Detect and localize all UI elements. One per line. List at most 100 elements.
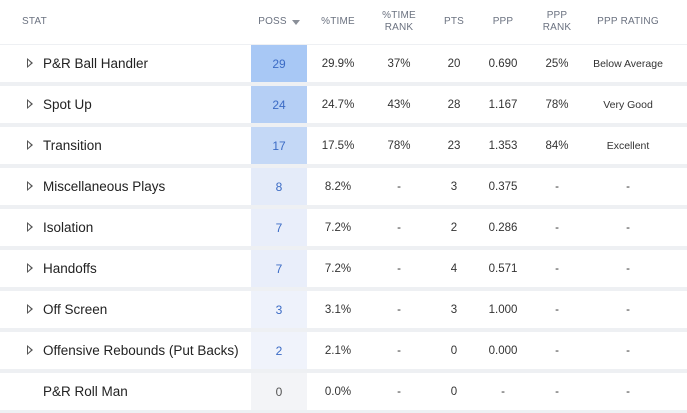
header-pts[interactable]: PTS	[443, 15, 465, 27]
cell-pct-time: 7.2%	[324, 262, 352, 275]
cell-pct-time: 29.9%	[321, 57, 355, 70]
table-row: P&R Roll Man 0 0.0% - 0 - - -	[0, 373, 687, 410]
cell-pct-time: 24.7%	[321, 98, 355, 111]
cell-poss: 0	[251, 373, 307, 410]
cell-ppp-rank: -	[555, 303, 559, 316]
cell-pct-time: 8.2%	[324, 180, 352, 193]
header-pct-time[interactable]: %TIME	[321, 15, 355, 27]
cell-stat: Spot Up	[43, 97, 92, 112]
cell-pts[interactable]: 23	[447, 139, 461, 152]
cell-stat: Miscellaneous Plays	[43, 179, 166, 194]
table-row[interactable]: Isolation 7 7.2% - 2 0.286 - -	[0, 209, 687, 246]
cell-ppp-rank: -	[555, 262, 559, 275]
cell-ppp-rank: -	[555, 385, 559, 398]
cell-stat: Offensive Rebounds (Put Backs)	[43, 343, 239, 358]
cell-ppp: 0.286	[488, 221, 518, 234]
header-ppp-rank[interactable]: PPP RANK	[542, 9, 572, 34]
cell-pct-time-rank[interactable]: 43%	[387, 98, 411, 111]
cell-stat: Handoffs	[43, 261, 97, 276]
cell-ppp-rating: -	[626, 385, 630, 398]
cell-ppp: 1.000	[488, 303, 518, 316]
expand-caret-icon[interactable]	[27, 99, 33, 109]
cell-ppp: 1.353	[488, 139, 518, 152]
cell-ppp: 0.690	[488, 57, 518, 70]
cell-ppp-rank: -	[555, 344, 559, 357]
cell-stat: Isolation	[43, 220, 94, 235]
cell-ppp-rank[interactable]: 25%	[545, 57, 569, 70]
cell-poss: 24	[251, 86, 307, 123]
cell-pct-time: 0.0%	[324, 385, 352, 398]
cell-pts[interactable]: 28	[447, 98, 461, 111]
header-ppp-rating[interactable]: PPP RATING	[597, 15, 659, 27]
cell-ppp-rank[interactable]: 78%	[545, 98, 569, 111]
header-pct-time-rank[interactable]: %TIME RANK	[382, 9, 416, 34]
cell-poss: 17	[251, 127, 307, 164]
cell-pct-time: 3.1%	[324, 303, 352, 316]
cell-poss: 29	[251, 45, 307, 82]
cell-ppp: -	[501, 385, 505, 398]
cell-pct-time-rank: -	[397, 344, 401, 357]
table-row[interactable]: P&R Ball Handler 29 29.9% 37% 20 0.690 25% Belo…	[0, 45, 687, 82]
cell-pct-time-rank: -	[397, 221, 401, 234]
table-row[interactable]: Handoffs 7 7.2% - 4 0.571 - -	[0, 250, 687, 287]
cell-ppp-rating: -	[626, 180, 630, 193]
cell-pts[interactable]: 2	[450, 221, 458, 234]
cell-pts: 0	[450, 344, 458, 357]
table-row[interactable]: Spot Up 24 24.7% 43% 28 1.167 78% Very Good	[0, 86, 687, 123]
cell-ppp: 0.571	[488, 262, 518, 275]
expand-caret-icon[interactable]	[27, 304, 33, 314]
header-ppp[interactable]: PPP	[492, 15, 514, 27]
table-row[interactable]: Offensive Rebounds (Put Backs) 2 2.1% - 0 0.0…	[0, 332, 687, 369]
expand-caret-icon[interactable]	[27, 222, 33, 232]
cell-ppp-rank: -	[555, 180, 559, 193]
cell-ppp-rating: Below Average	[593, 57, 663, 70]
expand-caret-icon[interactable]	[27, 345, 33, 355]
cell-poss: 8	[251, 168, 307, 205]
cell-pct-time-rank[interactable]: 37%	[387, 57, 411, 70]
expand-caret-icon[interactable]	[27, 263, 33, 273]
cell-pct-time: 17.5%	[321, 139, 355, 152]
cell-stat: P&R Ball Handler	[43, 56, 149, 71]
cell-stat: Transition	[43, 138, 102, 153]
table-header: STAT POSS %TIME %TIME RANK PTS PPP PPP R…	[0, 0, 687, 44]
sort-desc-icon	[291, 20, 300, 25]
cell-pct-time-rank: -	[397, 262, 401, 275]
cell-ppp-rank[interactable]: 84%	[545, 139, 569, 152]
cell-pts[interactable]: 4	[450, 262, 458, 275]
cell-pct-time: 7.2%	[324, 221, 352, 234]
cell-ppp: 0.000	[488, 344, 518, 357]
cell-poss: 7	[251, 209, 307, 246]
cell-pct-time: 2.1%	[324, 344, 352, 357]
cell-ppp-rating: -	[626, 303, 630, 316]
cell-pts[interactable]: 3	[450, 303, 458, 316]
table-row[interactable]: Transition 17 17.5% 78% 23 1.353 84% Excellent	[0, 127, 687, 164]
expand-caret-icon[interactable]	[27, 58, 33, 68]
table-row[interactable]: Off Screen 3 3.1% - 3 1.000 - -	[0, 291, 687, 328]
cell-ppp: 1.167	[488, 98, 518, 111]
expand-caret-icon[interactable]	[27, 181, 33, 191]
cell-pct-time-rank: -	[397, 385, 401, 398]
cell-poss: 7	[251, 250, 307, 287]
cell-poss: 2	[251, 332, 307, 369]
cell-ppp-rating: -	[626, 221, 630, 234]
cell-stat: Off Screen	[43, 302, 108, 317]
cell-pct-time-rank[interactable]: 78%	[387, 139, 411, 152]
cell-pct-time-rank: -	[397, 303, 401, 316]
table-row[interactable]: Miscellaneous Plays 8 8.2% - 3 0.375 - -	[0, 168, 687, 205]
header-poss[interactable]: POSS	[251, 0, 307, 44]
cell-pct-time-rank: -	[397, 180, 401, 193]
cell-pts[interactable]: 20	[447, 57, 461, 70]
cell-poss: 3	[251, 291, 307, 328]
cell-pts: 0	[450, 385, 458, 398]
header-stat[interactable]: STAT	[22, 15, 47, 27]
header-poss-label: POSS	[258, 15, 287, 27]
cell-pts[interactable]: 3	[450, 180, 458, 193]
cell-ppp-rank: -	[555, 221, 559, 234]
cell-stat: P&R Roll Man	[43, 384, 128, 399]
cell-ppp-rating: -	[626, 262, 630, 275]
cell-ppp-rating: Very Good	[603, 98, 653, 111]
cell-ppp-rating: Excellent	[606, 139, 650, 152]
expand-caret-icon[interactable]	[27, 140, 33, 150]
cell-ppp: 0.375	[488, 180, 518, 193]
